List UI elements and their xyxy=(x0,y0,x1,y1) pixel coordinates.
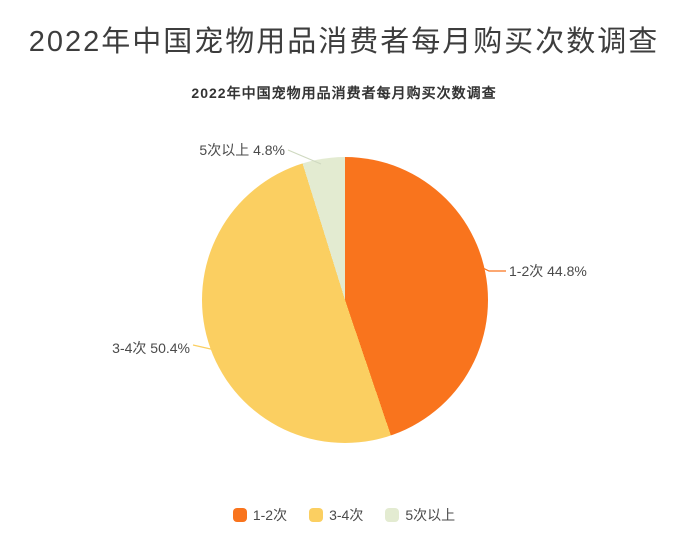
legend-item-1-2[interactable]: 1-2次 xyxy=(232,505,288,525)
slice-label-5plus: 5次以上 4.8% xyxy=(199,142,285,158)
legend-swatch xyxy=(385,508,400,522)
legend: 1-2次 3-4次 5次以上 xyxy=(0,505,688,525)
legend-swatch xyxy=(232,508,247,522)
slice-label-1-2: 1-2次 44.8% xyxy=(509,263,587,279)
legend-label: 3-4次 xyxy=(329,507,364,523)
pie-chart[interactable] xyxy=(202,157,488,443)
page-title: 2022年中国宠物用品消费者每月购买次数调查 xyxy=(28,26,660,58)
slice-label-3-4: 3-4次 50.4% xyxy=(112,340,190,356)
legend-item-5plus[interactable]: 5次以上 xyxy=(385,505,455,525)
legend-item-3-4[interactable]: 3-4次 xyxy=(309,505,363,525)
chart-title: 2022年中国宠物用品消费者每月购买次数调查 xyxy=(191,85,497,101)
legend-label: 1-2次 xyxy=(252,507,288,523)
legend-swatch xyxy=(309,508,324,522)
legend-label: 5次以上 xyxy=(405,507,456,523)
